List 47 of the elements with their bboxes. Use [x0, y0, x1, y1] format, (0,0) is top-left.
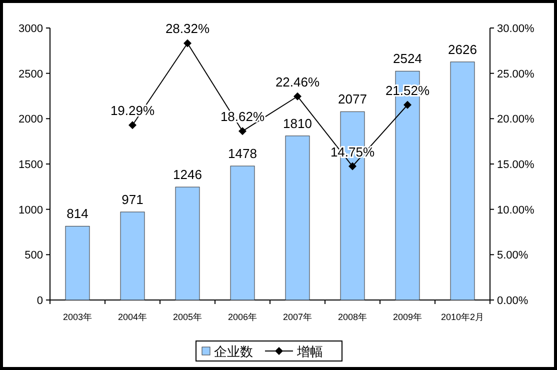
y2-tick-label: 0.00%: [497, 295, 528, 307]
data-label: 2524: [393, 51, 422, 66]
x-tick-label: 2005年: [172, 312, 202, 322]
y-tick-label: 0: [36, 295, 43, 307]
y2-tick-label: 15.00%: [497, 159, 535, 171]
y-tick-label: 3000: [18, 23, 43, 35]
data-label: 814: [66, 206, 88, 222]
y2-tick-label: 30.00%: [497, 23, 535, 35]
x-tick-label: 2007年: [282, 312, 312, 322]
data-label: 22.46%: [275, 74, 320, 90]
point: [404, 100, 412, 109]
x-tick-label: 2009年: [392, 312, 422, 322]
data-label: 2626: [448, 42, 477, 57]
x-tick-label: 2003年: [62, 312, 92, 322]
y2-tick-label: 25.00%: [497, 68, 535, 80]
y-tick-label: 1000: [18, 204, 43, 216]
y2-tick-label: 20.00%: [497, 114, 535, 126]
point: [128, 121, 136, 130]
x-tick-label: 2004年: [118, 312, 148, 322]
y-tick-label: 2000: [18, 114, 43, 126]
point: [184, 39, 192, 48]
y-tick-label: 1500: [18, 159, 43, 171]
point: [348, 162, 356, 170]
legend-label: 企业数: [214, 344, 253, 359]
data-label: 1810: [283, 116, 312, 131]
y-tick-label: 2500: [18, 68, 43, 80]
point: [294, 92, 302, 100]
data-label: 1478: [228, 146, 257, 161]
data-label: 2077: [338, 92, 367, 107]
legend-label: 增幅: [296, 344, 323, 359]
bar: [175, 186, 200, 300]
bar: [450, 62, 475, 300]
bar: [65, 226, 90, 300]
bar: [120, 212, 145, 300]
bar: [230, 166, 255, 300]
x-tick-label: 2006年: [228, 312, 258, 322]
data-label: 28.32%: [165, 21, 210, 36]
y2-tick-label: 10.00%: [497, 204, 535, 216]
y-tick-label: 500: [24, 250, 43, 262]
data-label: 971: [122, 192, 144, 207]
y2-tick-label: 5.00%: [497, 250, 528, 262]
bar: [285, 136, 310, 300]
x-tick-label: 2010年2月: [440, 312, 484, 322]
x-tick-label: 2008年: [338, 312, 368, 322]
data-label: 21.52%: [385, 82, 430, 98]
data-label: 1246: [173, 167, 202, 182]
point: [238, 127, 246, 136]
